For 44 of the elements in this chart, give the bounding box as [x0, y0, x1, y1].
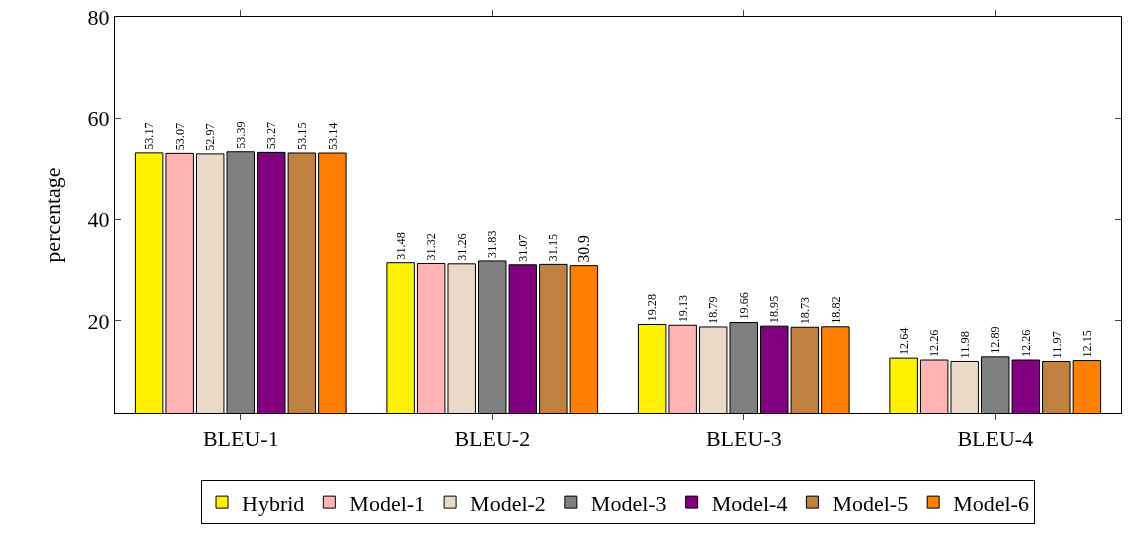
- x-tick-label: BLEU-1: [202, 426, 279, 452]
- data-label: 19.28: [645, 294, 660, 322]
- data-label: 12.26: [1018, 329, 1033, 358]
- data-label: 12.15: [1080, 330, 1095, 358]
- data-label: 18.73: [797, 296, 812, 325]
- legend-label: Model-4: [711, 490, 788, 516]
- data-label: 18.95: [767, 295, 782, 324]
- data-label: 53.17: [142, 122, 157, 150]
- data-label: 53.15: [294, 122, 309, 150]
- data-label: 19.66: [736, 292, 751, 320]
- data-label: 31.83: [485, 230, 500, 258]
- x-tick-label: BLEU-2: [454, 426, 531, 452]
- data-label: 19.13: [675, 294, 690, 323]
- data-label: 31.32: [424, 233, 439, 261]
- data-label: 31.48: [393, 232, 408, 260]
- x-tick-label: BLEU-3: [705, 426, 782, 452]
- data-label: 31.07: [515, 234, 530, 262]
- data-label: 12.89: [988, 326, 1003, 354]
- data-label: 18.79: [706, 296, 721, 324]
- data-label: 53.27: [264, 121, 279, 150]
- data-label: 12.26: [927, 329, 942, 358]
- data-label: 11.97: [1049, 331, 1064, 359]
- y-tick-label: 60: [87, 105, 110, 131]
- legend-label: Model-3: [590, 490, 667, 516]
- data-label: 53.14: [325, 122, 340, 151]
- data-label: 31.26: [454, 233, 469, 261]
- y-tick-label: 20: [87, 308, 110, 334]
- data-label: 18.82: [828, 296, 843, 324]
- data-label: 52.97: [203, 123, 218, 151]
- data-label: 53.07: [172, 122, 187, 151]
- y-axis-title: percentage: [40, 167, 66, 263]
- x-tick-label: BLEU-4: [957, 426, 1034, 452]
- legend-label: Model-1: [349, 490, 426, 516]
- data-label: 11.98: [957, 330, 972, 359]
- legend-label: Hybrid: [242, 490, 305, 516]
- y-tick-label: 40: [87, 207, 110, 233]
- data-label: 53.39: [233, 121, 248, 149]
- data-label: 31.15: [546, 233, 561, 262]
- y-tick-label: 80: [87, 4, 110, 30]
- data-label: 12.64: [896, 327, 911, 356]
- legend-label: Model-6: [953, 490, 1029, 516]
- legend-label: Model-5: [832, 490, 909, 516]
- data-label: 30.9: [575, 235, 593, 263]
- legend-label: Model-2: [470, 490, 546, 516]
